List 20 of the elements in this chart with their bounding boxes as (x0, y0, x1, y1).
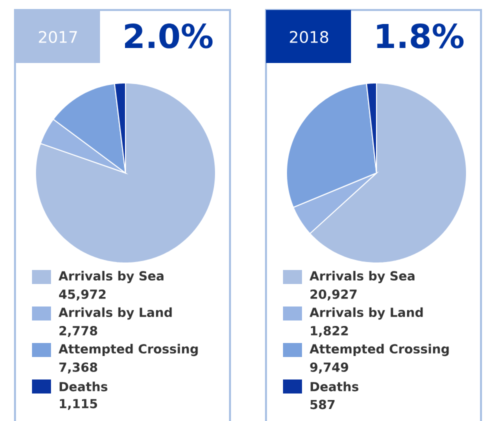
text: 2.0% (125, 24, 213, 48)
chart-title: 2018 (290, 30, 328, 44)
text: 1.8% (377, 24, 464, 48)
legend-label: Deaths (60, 382, 108, 392)
legend-label: Deaths (310, 382, 358, 392)
data-label: 587 (310, 400, 335, 410)
legend-label: Arrivals by Land (310, 307, 423, 320)
legend-label: Arrivals by Sea (310, 270, 414, 284)
legend-label: Attempted Crossing (310, 344, 449, 356)
legend-label: Arrivals by Land (58, 307, 172, 320)
data-label: 20,927 (310, 289, 357, 301)
data-label: 7,368 (59, 362, 98, 374)
data-label: 2,778 (60, 326, 98, 338)
data-label: 45,972 (59, 289, 106, 301)
data-label: 1,115 (60, 399, 98, 410)
chart-title: 2017 (38, 30, 77, 44)
data-label: 9,749 (310, 362, 348, 374)
legend-label: Attempted Crossing (58, 344, 198, 356)
data-label: 1,822 (310, 326, 348, 338)
legend-label: Arrivals by Sea (58, 270, 164, 284)
